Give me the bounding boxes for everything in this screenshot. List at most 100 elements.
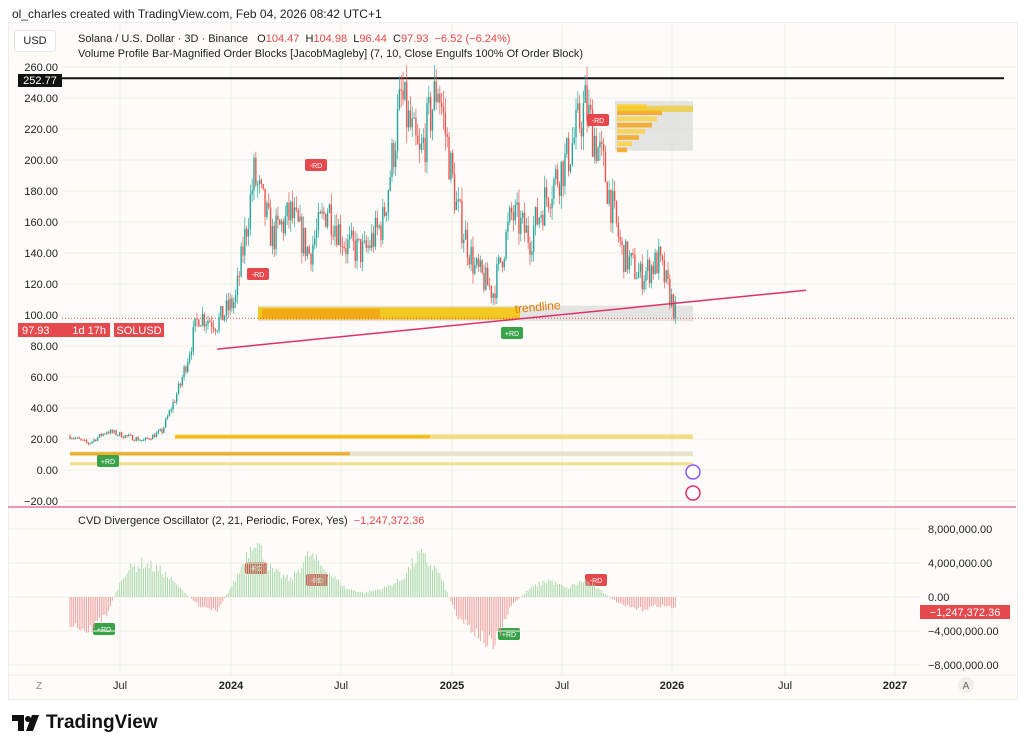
rd-signal-label: -RD — [252, 272, 264, 279]
candle-body — [551, 199, 553, 209]
candle-body — [253, 157, 255, 191]
rd-signal-badge[interactable] — [501, 327, 523, 339]
candle-body — [481, 260, 483, 273]
symbol-title[interactable]: Solana / U.S. Dollar · 3D · Binance — [78, 33, 248, 45]
rd-signal-badge[interactable] — [305, 159, 327, 171]
indicator-legend[interactable]: Volume Profile Bar-Magnified Order Block… — [78, 48, 584, 60]
candle-body — [150, 439, 152, 441]
candle-body — [463, 239, 465, 244]
order-block — [617, 129, 645, 134]
candle-body — [181, 377, 183, 386]
oscillator-axis-label: −4,000,000.00 — [928, 626, 999, 638]
candle-body — [185, 366, 187, 372]
candle-body — [534, 207, 537, 227]
rd-signal-badge[interactable] — [585, 574, 607, 586]
candle-body — [104, 433, 106, 435]
candle-body — [82, 439, 84, 441]
lightning-event-icon[interactable] — [685, 464, 701, 480]
order-block — [617, 116, 657, 122]
symbol-legend: Solana / U.S. Dollar · 3D · Binance O104… — [78, 33, 510, 45]
candle-body — [139, 440, 141, 442]
candle-body — [582, 103, 585, 137]
candle-body — [645, 271, 647, 281]
candle-body — [670, 294, 673, 306]
us-flag-event-icon[interactable] — [685, 485, 701, 501]
candle-body — [650, 265, 653, 283]
candle-body — [319, 211, 321, 214]
candle-body — [624, 241, 627, 273]
candle-body — [479, 260, 482, 267]
candle-body — [130, 434, 132, 436]
candle-body — [475, 258, 478, 265]
candle-body — [198, 319, 200, 327]
candle-body — [413, 117, 415, 119]
candle-body — [623, 245, 625, 273]
candle-body — [637, 271, 640, 279]
candle-body — [586, 85, 588, 121]
candle-body — [621, 241, 623, 246]
rd-signal-badge[interactable] — [247, 268, 269, 280]
candle-body — [354, 240, 356, 262]
candle-body — [599, 141, 601, 148]
candle-body — [562, 161, 564, 187]
candle-body — [310, 253, 312, 265]
candle-body — [209, 320, 211, 323]
candle-body — [84, 439, 86, 441]
candle-body — [345, 248, 347, 255]
high-label: H — [305, 33, 314, 45]
rd-signal-badge[interactable] — [587, 114, 609, 126]
candle-body — [187, 362, 189, 372]
candle-body — [591, 109, 594, 157]
currency-button[interactable]: USD — [14, 30, 56, 52]
trendline — [217, 289, 807, 350]
rd-signal-badge[interactable] — [93, 623, 115, 635]
candle-body — [113, 430, 115, 433]
candle-body — [648, 259, 651, 283]
candle-body — [439, 93, 441, 103]
candle-body — [407, 110, 410, 128]
price-axis-label: −20.00 — [24, 496, 58, 508]
logo-text: TradingView — [46, 712, 158, 733]
candle-body — [295, 207, 298, 210]
candle-body — [411, 118, 413, 128]
time-axis-label: 2025 — [440, 680, 464, 692]
candle-body — [665, 270, 667, 283]
candle-body — [363, 240, 366, 242]
candle-body — [334, 225, 336, 237]
candle-body — [453, 174, 456, 210]
candle-body — [382, 207, 384, 241]
candle-body — [71, 438, 73, 440]
auto-scale-button-bg[interactable] — [958, 677, 974, 693]
candle-body — [452, 152, 454, 175]
candle-body — [510, 207, 513, 213]
auto-scale-a-button[interactable]: A — [963, 681, 970, 692]
candle-body — [667, 270, 669, 280]
candle-body — [420, 143, 423, 150]
candle-body — [459, 199, 461, 201]
candle-body — [325, 213, 327, 227]
rd-signal-badge[interactable] — [97, 455, 119, 467]
candle-body — [641, 263, 643, 290]
candle-body — [457, 199, 459, 202]
candle-body — [659, 246, 662, 256]
candle-body — [442, 107, 445, 113]
candle-body — [249, 194, 252, 229]
low-value: 96.44 — [359, 33, 387, 45]
candle-body — [159, 429, 161, 431]
candle-body — [205, 324, 207, 327]
candle-body — [273, 225, 275, 250]
time-axis-label: 2024 — [219, 680, 244, 692]
candle-body — [207, 320, 209, 325]
auto-scale-z-button[interactable]: Z — [36, 681, 42, 692]
order-block — [175, 435, 430, 439]
candle-body — [302, 227, 305, 254]
candle-body — [626, 241, 629, 270]
trendline-label: trendline — [514, 298, 561, 316]
candle-body — [72, 438, 75, 440]
candle-body — [610, 189, 612, 224]
candle-body — [360, 239, 362, 263]
candle-body — [74, 438, 77, 440]
tradingview-logo[interactable]: TradingView — [12, 712, 158, 734]
oscillator-legend[interactable]: CVD Divergence Oscillator (2, 21, Period… — [78, 515, 424, 527]
